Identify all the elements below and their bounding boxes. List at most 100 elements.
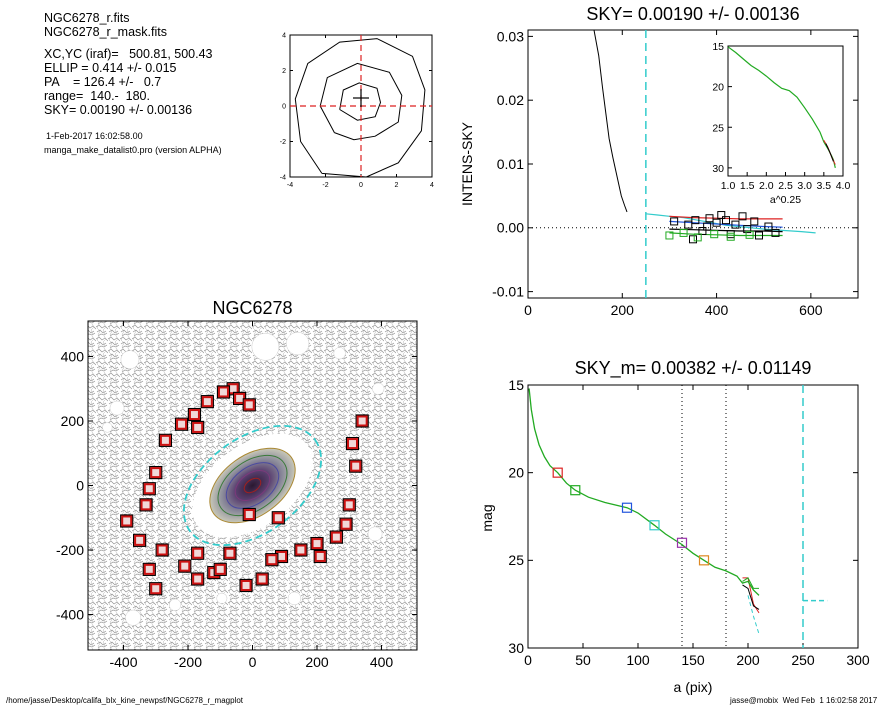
masked-star-inner: [240, 579, 252, 591]
isophote-ring: [217, 454, 288, 517]
isophote-ring: [225, 462, 280, 509]
info-program: manga_make_datalist0.pro (version ALPHA): [44, 145, 222, 155]
sky-point-black: [743, 225, 752, 234]
sky-series-red: [669, 215, 783, 220]
galaxy-ytick-label: 0: [76, 477, 84, 493]
masked-star-inner: [140, 499, 152, 511]
sky-series-blue: [669, 220, 783, 228]
sky-point-black: [689, 235, 697, 244]
mask-hole: [169, 598, 182, 611]
masked-star: [294, 543, 308, 557]
sky-title: SKY= 0.00190 +/- 0.00136: [586, 4, 799, 24]
sky-ytick-label: -0.01: [492, 284, 524, 300]
sky-point-black: [717, 211, 726, 220]
sky-point-black: [698, 227, 707, 235]
masked-star: [265, 553, 279, 567]
mag-frame: [527, 384, 859, 649]
mag-xtick-label: 250: [791, 652, 815, 668]
galaxy-ytick-label: -400: [56, 606, 84, 622]
mag-ytick-label: 30: [508, 640, 524, 656]
inset-frame: [727, 45, 844, 177]
masked-star: [242, 507, 256, 522]
masked-star: [191, 572, 205, 586]
sky-point-black: [731, 220, 740, 229]
masked-star: [313, 549, 327, 564]
masked-star: [142, 562, 156, 576]
masked-star: [178, 559, 192, 573]
mag-marker-orange: [698, 555, 710, 566]
inset-xtick-label: 2.5: [778, 180, 793, 192]
mag-tail-red: [742, 577, 760, 614]
galaxy-ytick-label: 200: [61, 413, 85, 429]
sky-ytick-label: 0.03: [497, 28, 524, 44]
mag-profile-plot: 0 50 100 150 200 250 300 15 20 25 30 SKY_m= 0.00382…: [479, 358, 870, 695]
inset-xtick-label: 1.5: [740, 180, 755, 192]
contour-ytick-label: 2: [282, 68, 286, 75]
mask-hole: [216, 592, 228, 604]
sky-ytick-label: 0.00: [497, 220, 524, 236]
mag-profile-line: [528, 388, 760, 596]
sky-point-black: [755, 231, 763, 240]
masked-star-inner: [311, 538, 323, 550]
info-sky: SKY= 0.00190 +/- 0.00136: [44, 103, 193, 117]
center-contour-plot: -4 -2 0 2 4 -4 -2 0 2 4: [280, 32, 434, 189]
sky-xtick-label: 0: [524, 302, 532, 318]
masked-star: [329, 530, 343, 544]
sky-point-black: [691, 216, 700, 225]
contour-ytick-label: -4: [280, 174, 286, 181]
sky-point-black: [722, 216, 730, 225]
masked-star-inner: [217, 386, 229, 398]
sky-point-black: [750, 217, 759, 226]
sky-ylabel: INTENS-SKY: [459, 121, 475, 206]
sky-point-black: [738, 212, 747, 221]
sky-point-black: [703, 222, 712, 231]
mask-hole: [125, 609, 142, 626]
contour-ytick-label: -2: [280, 139, 286, 146]
sky-point-green: [710, 230, 719, 239]
info-pa: PA = 126.4 +/- 0.7: [44, 75, 162, 89]
mag-xtick-label: 50: [575, 652, 591, 668]
masked-star-inner: [192, 421, 204, 433]
sky-xtick-label: 200: [611, 302, 635, 318]
masked-star-inner: [214, 563, 226, 575]
masked-star-inner: [192, 547, 204, 559]
mask-hole: [333, 347, 346, 360]
mag-xtick-label: 0: [524, 652, 532, 668]
masked-star: [223, 546, 237, 560]
masked-star-inner: [121, 515, 133, 527]
masked-star: [191, 546, 205, 560]
inset-xtick-label: 2.0: [759, 180, 774, 192]
contour-line: [319, 62, 403, 141]
info-range: range= 140.- 180.: [44, 89, 150, 103]
mag-tail-cyan: [747, 595, 760, 635]
galaxy-ytick-label: 400: [61, 348, 85, 364]
masked-star: [187, 407, 202, 422]
galaxy-title: NGC6278: [212, 298, 292, 318]
mag-tail-green: [742, 577, 759, 589]
mask-hole: [287, 591, 302, 606]
masked-star-inner: [150, 467, 162, 479]
sky-xtick-label: 400: [705, 302, 729, 318]
masked-star: [191, 420, 205, 435]
sky-point-green: [726, 232, 735, 241]
mask-hole: [120, 350, 140, 369]
sky-point-green: [693, 233, 702, 242]
masked-star-inner: [330, 531, 342, 543]
masked-star-inner: [243, 509, 255, 521]
masked-star: [120, 514, 134, 528]
masked-star: [345, 436, 360, 451]
contour-line: [294, 38, 426, 178]
isophote-ring: [234, 469, 271, 502]
galaxy-xtick-label: 200: [305, 654, 329, 670]
masked-star-inner: [346, 438, 358, 450]
mag-marker-cyan: [649, 520, 660, 531]
masked-star: [133, 533, 147, 547]
mag-ylabel: mag: [479, 504, 495, 531]
contour-xtick-label: 4: [430, 182, 434, 189]
masked-star: [271, 511, 285, 525]
sky-plot-area: [528, 30, 858, 298]
inset-ytick-label: 15: [712, 41, 724, 53]
info-file-line1: NGC6278_r.fits: [44, 11, 130, 25]
sky-point-black: [670, 217, 679, 226]
